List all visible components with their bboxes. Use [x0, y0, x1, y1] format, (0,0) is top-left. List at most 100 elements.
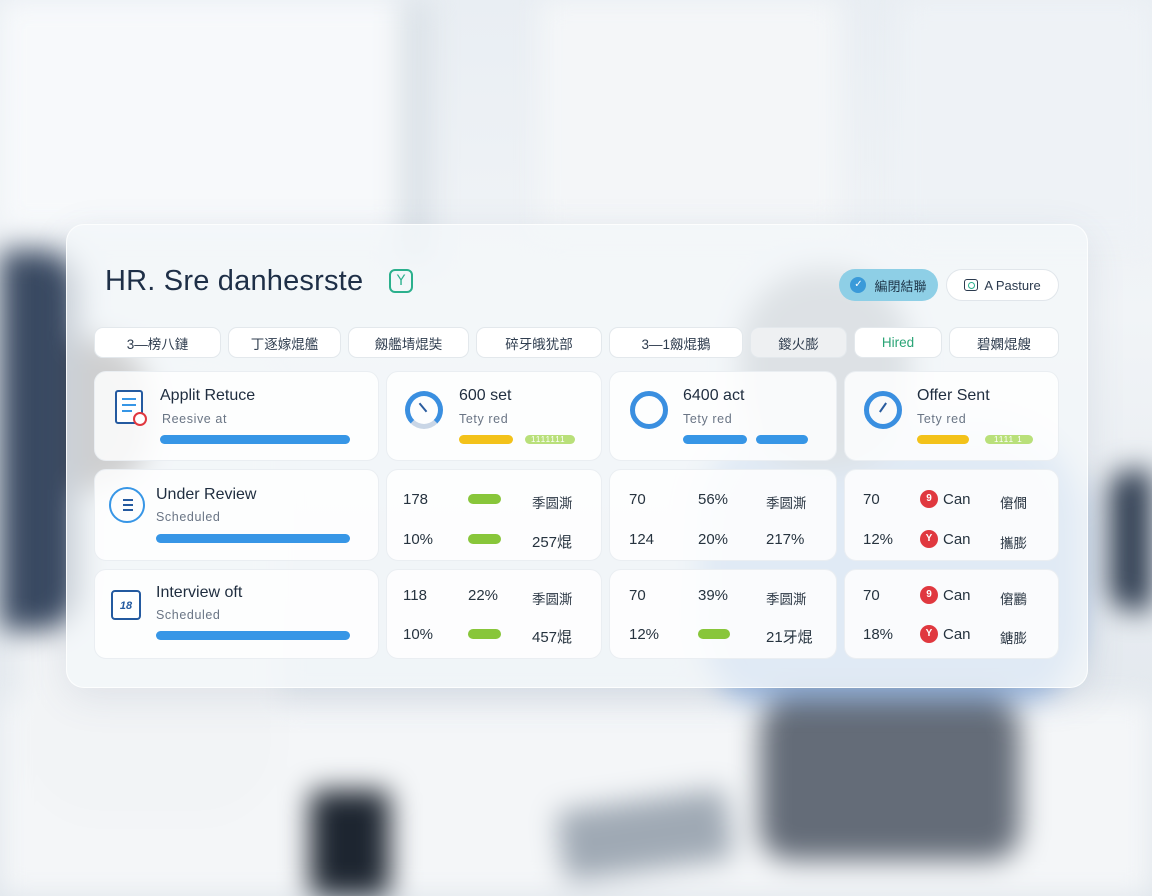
summary-card-1[interactable]: 600 set Tety red 1111111	[386, 371, 602, 461]
green-bar	[468, 629, 501, 639]
metric-value: 10%	[403, 626, 434, 643]
tab-label: Hired	[881, 335, 915, 350]
metric-value: 124	[629, 531, 655, 548]
progress-bar	[156, 631, 350, 640]
image-icon	[964, 279, 979, 291]
tab-label: 3—榜八鏈	[126, 336, 189, 352]
metric-label: 季圆澌	[532, 592, 573, 607]
metric-label: 457焜	[532, 629, 573, 646]
green-bar	[698, 629, 730, 639]
metric-value: 12%	[863, 531, 894, 548]
list-icon	[109, 487, 145, 523]
tab-label: 鍐火膨	[778, 336, 819, 352]
progress-bar	[756, 435, 808, 444]
primary-action-label: 編閉結聯	[874, 278, 927, 294]
gauge-icon	[405, 391, 443, 429]
stage-title: Applit Retuce	[160, 387, 256, 404]
tab-label: 碧嫻焜艘	[977, 336, 1031, 352]
metric-value: 70	[629, 491, 646, 508]
stage-card-under-review[interactable]: Under Review Scheduled	[94, 469, 379, 561]
metrics-card-r1c2: 70 56% 季圆澌 124 20% 217%	[609, 469, 837, 561]
yellow-bar	[917, 435, 969, 444]
metrics-card-r2c1: 118 22% 季圆澌 10% 457焜	[386, 569, 602, 659]
alert-badge-icon: Y	[920, 625, 938, 643]
alert-badge-icon: Y	[920, 530, 938, 548]
metric-label: 季圆澌	[766, 592, 807, 607]
gauge-icon	[864, 391, 902, 429]
metrics-card-r1c1: 178 季圆澌 10% 257焜	[386, 469, 602, 561]
tab-1[interactable]: 3—榜八鏈	[94, 327, 221, 358]
tab-6[interactable]: 鍐火膨	[750, 327, 847, 358]
calendar-icon: 18	[111, 590, 141, 620]
summary-subtitle: Tety red	[917, 412, 967, 426]
green-bar-label: 1111 1	[994, 435, 1023, 444]
metric-label: 僒僩	[1000, 496, 1027, 511]
metric-value: 70	[863, 587, 880, 604]
metric-value: 12%	[629, 626, 660, 643]
stage-card-applications[interactable]: Applit Retuce Reesive at	[94, 371, 379, 461]
tab-8[interactable]: 碧嫻焜艘	[949, 327, 1059, 358]
stage-title: Under Review	[156, 486, 257, 503]
yellow-bar	[459, 435, 513, 444]
tab-label: 劔艦埥焜奘	[374, 336, 443, 352]
tab-2[interactable]: 丁逐嫁焜艦	[228, 327, 341, 358]
progress-bar	[160, 435, 350, 444]
tab-3[interactable]: 劔艦埥焜奘	[348, 327, 469, 358]
summary-card-offer[interactable]: Offer Sent Tety red 1111 1	[844, 371, 1059, 461]
stage-title: Interview oft	[156, 584, 243, 601]
status-label: Can	[943, 531, 971, 548]
summary-subtitle: Tety red	[683, 412, 733, 426]
tab-label: 碎牙皒犹部	[505, 336, 573, 352]
metric-value: 10%	[403, 531, 434, 548]
metrics-card-r2c3: 70 9 Can 僒鸝 18% Y Can 鎕膨	[844, 569, 1059, 659]
pasture-button[interactable]: A Pasture	[946, 269, 1059, 301]
metric-label: 鎕膨	[1000, 631, 1027, 646]
metrics-card-r2c2: 70 39% 季圆澌 12% 21牙焜	[609, 569, 837, 659]
tab-hired[interactable]: Hired	[854, 327, 942, 358]
metric-label: 21牙焜	[766, 629, 813, 646]
metric-value: 70	[629, 587, 646, 604]
metric-value: 18%	[863, 626, 894, 643]
metric-label: 攜膨	[1000, 536, 1027, 551]
metric-label: 217%	[766, 531, 805, 548]
progress-bar	[156, 534, 350, 543]
metric-label: 257焜	[532, 534, 573, 551]
pasture-button-label: A Pasture	[984, 277, 1041, 293]
metric-percent: 20%	[698, 531, 729, 548]
metrics-card-r1c3: 70 9 Can 僒僩 12% Y Can 攜膨	[844, 469, 1059, 561]
green-bar	[468, 494, 501, 504]
status-label: Can	[943, 626, 971, 643]
primary-action-button[interactable]: ✓ 編閉結聯	[839, 269, 938, 301]
stage-subtitle: Scheduled	[156, 608, 221, 622]
verified-icon: Y	[389, 269, 413, 293]
summary-value: Offer Sent	[917, 387, 990, 404]
page-title: HR. Sre danhesrste	[105, 265, 364, 297]
status-label: Can	[943, 491, 971, 508]
tab-label: 丁逐嫁焜艦	[250, 336, 319, 352]
tab-4[interactable]: 碎牙皒犹部	[476, 327, 602, 358]
metric-label: 僒鸝	[1000, 592, 1027, 607]
check-icon: ✓	[850, 277, 867, 293]
alert-badge-icon: 9	[920, 586, 938, 604]
gauge-icon	[630, 391, 668, 429]
hr-dashboard-panel: HR. Sre danhesrste Y ✓ 編閉結聯 A Pasture 3—…	[66, 224, 1088, 688]
green-bar	[525, 435, 575, 444]
green-bar-label: 1111111	[531, 435, 566, 444]
alert-badge-icon: 9	[920, 490, 938, 508]
summary-value: 600 set	[459, 387, 512, 404]
status-label: Can	[943, 587, 971, 604]
progress-bar	[683, 435, 747, 444]
metric-percent: 22%	[468, 587, 499, 604]
metric-percent: 56%	[698, 491, 729, 508]
metric-label: 季圆澌	[766, 496, 807, 511]
summary-subtitle: Tety red	[459, 412, 509, 426]
tab-label: 3—1劔焜鵝	[641, 336, 711, 352]
document-icon	[115, 390, 147, 426]
metric-label: 季圆澌	[532, 496, 573, 511]
stage-card-interview[interactable]: 18 Interview oft Scheduled	[94, 569, 379, 659]
summary-card-2[interactable]: 6400 act Tety red	[609, 371, 837, 461]
metric-value: 178	[403, 491, 429, 508]
stage-subtitle: Scheduled	[156, 510, 221, 524]
summary-value: 6400 act	[683, 387, 745, 404]
tab-5[interactable]: 3—1劔焜鵝	[609, 327, 743, 358]
